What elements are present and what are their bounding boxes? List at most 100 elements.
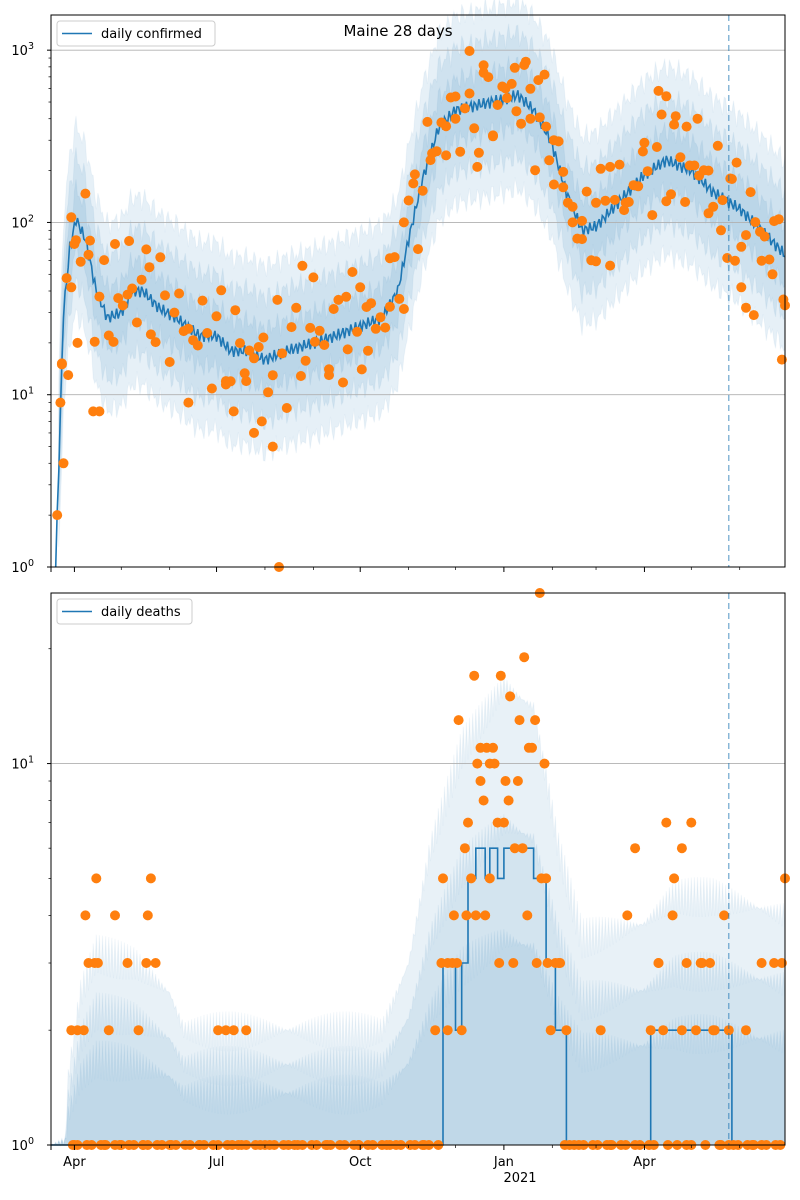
- deaths-band-2: [50, 814, 786, 1147]
- observed-point: [430, 1025, 441, 1036]
- observed-point: [413, 244, 423, 255]
- observed-point: [174, 288, 185, 299]
- observed-point: [441, 121, 452, 132]
- observed-point: [669, 873, 680, 884]
- observed-point: [600, 195, 611, 206]
- observed-point: [472, 758, 483, 769]
- observed-point: [241, 376, 252, 387]
- observed-point: [500, 776, 511, 786]
- observed-point: [567, 201, 578, 212]
- observed-point: [633, 181, 644, 192]
- observed-point: [723, 1025, 734, 1036]
- observed-point: [228, 1025, 239, 1036]
- observed-point: [94, 406, 105, 417]
- observed-point: [509, 843, 520, 854]
- x-tick-label: Oct: [349, 1155, 371, 1170]
- observed-point: [220, 1025, 231, 1036]
- observed-point: [516, 118, 527, 129]
- observed-point: [506, 78, 517, 89]
- observed-point: [241, 1025, 252, 1036]
- observed-point: [741, 1025, 751, 1036]
- observed-point: [470, 910, 481, 921]
- observed-point: [338, 377, 348, 388]
- observed-point: [459, 843, 470, 854]
- x-tick-label: Jul: [208, 1155, 225, 1170]
- observed-point: [71, 235, 81, 246]
- observed-point: [689, 160, 700, 171]
- observed-point: [183, 323, 194, 334]
- observed-point: [630, 843, 641, 854]
- observed-point: [453, 715, 464, 726]
- observed-point: [133, 1025, 144, 1036]
- x-tick-label: Apr: [633, 1155, 656, 1170]
- observed-point: [197, 295, 208, 306]
- observed-point: [511, 106, 522, 117]
- observed-point: [736, 241, 747, 252]
- observed-point: [666, 189, 676, 200]
- observed-point: [297, 260, 308, 271]
- observed-point: [58, 458, 69, 469]
- observed-point: [117, 300, 128, 311]
- observed-point: [498, 817, 509, 828]
- observed-point: [408, 178, 419, 189]
- observed-point: [719, 910, 730, 921]
- observed-point: [256, 416, 267, 427]
- observed-point: [150, 337, 161, 348]
- observed-point: [492, 100, 503, 110]
- observed-point: [461, 910, 472, 921]
- observed-point: [142, 910, 153, 921]
- observed-point: [530, 715, 541, 726]
- observed-point: [541, 873, 552, 884]
- observed-point: [249, 427, 259, 438]
- observed-point: [333, 294, 344, 305]
- observed-point: [656, 109, 667, 120]
- observed-point: [756, 958, 767, 968]
- observed-point: [623, 197, 634, 207]
- observed-point: [480, 910, 491, 921]
- observed-point: [681, 121, 692, 132]
- observed-point: [544, 155, 555, 166]
- observed-point: [731, 157, 742, 168]
- observed-point: [52, 510, 63, 521]
- observed-point: [705, 958, 715, 968]
- observed-point: [78, 1025, 89, 1036]
- y-tick-label: 103: [11, 41, 34, 59]
- observed-point: [605, 260, 616, 271]
- deaths-panel: 100 101 Apr Jul Oct Jan Apr daily deaths 2021: [11, 588, 790, 1186]
- observed-point: [637, 146, 648, 157]
- observed-point: [202, 328, 213, 338]
- confirmed-gridlines: [51, 49, 785, 396]
- observed-point: [475, 776, 486, 786]
- confirmed-legend: daily confirmed: [56, 20, 216, 47]
- y-tick-label: 100: [11, 558, 34, 576]
- observed-point: [545, 1025, 556, 1036]
- observed-point: [488, 131, 498, 142]
- confirmed-legend-label: daily confirmed: [101, 27, 202, 42]
- y-tick-label: 100: [11, 1136, 34, 1154]
- observed-point: [136, 274, 147, 285]
- observed-point: [548, 179, 559, 190]
- observed-point: [341, 291, 352, 302]
- observed-point: [745, 187, 756, 198]
- observed-point: [286, 322, 297, 333]
- observed-point: [380, 322, 391, 333]
- observed-point: [452, 958, 462, 968]
- observed-point: [463, 817, 473, 828]
- deaths-legend: daily deaths: [56, 598, 193, 625]
- observed-point: [736, 282, 747, 293]
- observed-point: [239, 368, 250, 379]
- deaths-band-1: [50, 928, 786, 1147]
- observed-point: [150, 958, 161, 968]
- deaths-band-3: [50, 676, 786, 1147]
- confirmed-y-ticks: 100 101 102 103: [11, 41, 51, 576]
- observed-point: [469, 123, 480, 134]
- observed-point: [328, 304, 339, 314]
- observed-point: [272, 294, 283, 305]
- observed-point: [63, 370, 74, 381]
- observed-point: [488, 742, 498, 753]
- observed-point: [80, 188, 91, 199]
- observed-point: [450, 91, 461, 102]
- observed-point: [639, 137, 650, 148]
- observed-point: [403, 195, 414, 206]
